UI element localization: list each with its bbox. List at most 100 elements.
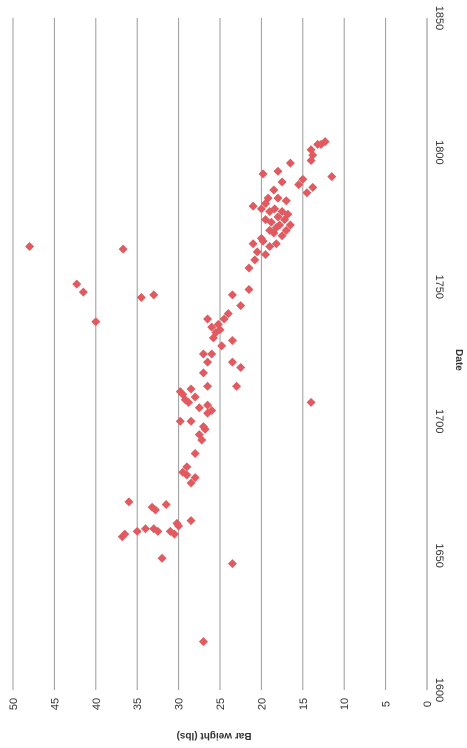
- data-point: [273, 193, 283, 203]
- data-point: [132, 526, 142, 536]
- x-tick-label: 1700: [433, 409, 445, 433]
- data-point: [275, 220, 285, 230]
- data-point: [186, 384, 196, 394]
- y-tick-label: 25: [215, 698, 227, 710]
- data-point: [270, 204, 280, 214]
- data-point: [207, 405, 217, 415]
- x-tick-label: 1750: [433, 275, 445, 299]
- data-point: [320, 137, 330, 147]
- data-point: [261, 215, 271, 225]
- data-point: [298, 174, 308, 184]
- data-point: [227, 290, 237, 300]
- data-point: [244, 284, 254, 294]
- data-point: [236, 301, 246, 311]
- data-point: [265, 225, 275, 235]
- data-point: [120, 529, 130, 539]
- data-point: [190, 448, 200, 458]
- data-point: [140, 524, 150, 534]
- data-point: [169, 529, 179, 539]
- data-point: [149, 524, 159, 534]
- data-point: [248, 201, 258, 211]
- data-point: [124, 497, 134, 507]
- data-point: [273, 166, 283, 176]
- data-point: [182, 462, 192, 472]
- x-axis-title: Date: [453, 349, 464, 371]
- data-point: [207, 349, 217, 359]
- data-point: [252, 247, 262, 257]
- data-point: [244, 263, 254, 273]
- data-point: [277, 231, 287, 241]
- y-tick-label: 40: [91, 698, 103, 710]
- data-point: [256, 204, 266, 214]
- data-point: [186, 478, 196, 488]
- data-point: [227, 559, 237, 569]
- data-point: [227, 357, 237, 367]
- data-point: [327, 172, 337, 182]
- x-tick-label: 1600: [433, 678, 445, 702]
- data-point: [207, 322, 217, 332]
- data-points: [25, 137, 337, 647]
- data-point: [203, 314, 213, 324]
- data-point: [248, 239, 258, 249]
- data-point: [190, 392, 200, 402]
- data-point: [78, 287, 88, 297]
- y-tick-label: 20: [256, 698, 268, 710]
- gridlines: [12, 18, 428, 690]
- data-point: [302, 188, 312, 198]
- data-point: [308, 182, 318, 192]
- x-tick-label: 1650: [433, 543, 445, 567]
- data-point: [25, 241, 35, 251]
- y-tick-label: 30: [174, 698, 186, 710]
- data-point: [161, 500, 171, 510]
- x-tick-label: 1850: [433, 6, 445, 30]
- data-point: [273, 212, 283, 222]
- x-tick-label: 1800: [433, 140, 445, 164]
- data-point: [306, 397, 316, 407]
- data-point: [256, 233, 266, 243]
- y-tick-label: 15: [298, 698, 310, 710]
- data-point: [285, 158, 295, 168]
- data-point: [294, 180, 304, 190]
- data-point: [250, 255, 260, 265]
- data-point: [285, 220, 295, 230]
- y-tick-label: 0: [422, 701, 434, 707]
- data-point: [281, 225, 291, 235]
- data-point: [223, 309, 233, 319]
- data-point: [190, 473, 200, 483]
- data-point: [306, 145, 316, 155]
- data-point: [213, 319, 223, 329]
- y-axis-title: Bar weight (lbs): [176, 730, 251, 741]
- data-point: [203, 357, 213, 367]
- data-point: [172, 518, 182, 528]
- data-point: [178, 467, 188, 477]
- data-point: [203, 381, 213, 391]
- y-tick-label: 10: [339, 698, 351, 710]
- data-point: [236, 362, 246, 372]
- data-point: [263, 193, 273, 203]
- data-point: [198, 368, 208, 378]
- data-point: [72, 279, 82, 289]
- data-point: [198, 637, 208, 647]
- data-point: [281, 196, 291, 206]
- data-point: [217, 341, 227, 351]
- data-point: [269, 185, 279, 195]
- data-point: [219, 314, 229, 324]
- data-point: [232, 381, 242, 391]
- data-point: [175, 416, 185, 426]
- data-point: [261, 250, 271, 260]
- tick-labels: 0 5 10 15 20 25 30 35 40 45 50 1600 1650 1700 1750 1800…: [8, 6, 445, 710]
- y-tick-label: 5: [381, 701, 393, 707]
- data-point: [198, 349, 208, 359]
- data-point: [147, 502, 157, 512]
- data-point: [227, 336, 237, 346]
- y-tick-label: 45: [49, 698, 61, 710]
- data-point: [186, 416, 196, 426]
- data-point: [277, 177, 287, 187]
- data-point: [149, 290, 159, 300]
- data-point: [198, 422, 208, 432]
- data-point: [91, 317, 101, 327]
- data-point: [271, 239, 281, 249]
- data-point: [265, 241, 275, 251]
- data-point: [157, 553, 167, 563]
